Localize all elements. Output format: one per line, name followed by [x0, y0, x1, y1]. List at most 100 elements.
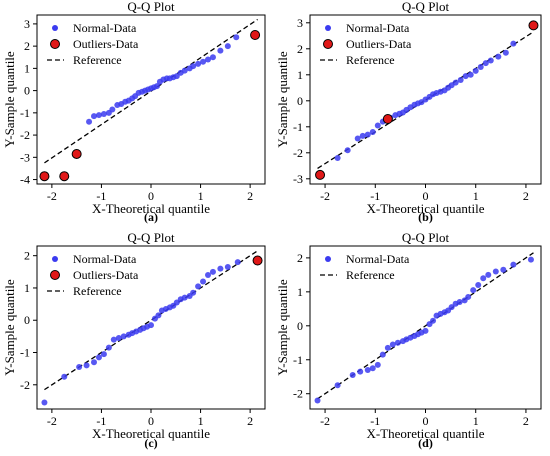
normal-data-point [384, 344, 391, 351]
y-tick-label: 2 [297, 251, 303, 265]
x-tick-label: 1 [473, 189, 479, 203]
outlier-point [528, 20, 539, 31]
x-tick-label: -2 [47, 189, 57, 203]
y-axis-label: Y-Sample quantile [2, 51, 17, 148]
legend-label: Normal-Data [346, 252, 410, 266]
normal-data-point [205, 56, 211, 63]
legend-outlier-marker [323, 39, 333, 49]
x-axis-label: X-Theoretical quantile [92, 201, 210, 216]
normal-data-point [334, 155, 341, 161]
normal-data-point [379, 351, 386, 358]
normal-data-point [200, 58, 207, 65]
x-axis-label: X-Theoretical quantile [366, 201, 484, 216]
normal-data-point [430, 317, 437, 324]
normal-data-point [234, 259, 241, 266]
normal-data-point [492, 268, 499, 275]
normal-data-point [217, 265, 224, 272]
normal-data-point [354, 135, 361, 142]
normal-data-point [448, 304, 455, 311]
x-tick-label: -1 [370, 189, 380, 203]
y-tick-label: -1 [293, 120, 303, 134]
y-tick-label: 1 [297, 68, 303, 82]
legend-label: Outliers-Data [346, 37, 412, 51]
y-tick-label: 1 [24, 281, 30, 295]
y-tick-label: -3 [20, 150, 30, 164]
x-tick-label: 1 [198, 189, 204, 203]
normal-data-point [153, 83, 160, 90]
normal-data-point [224, 43, 231, 50]
normal-data-point [173, 73, 180, 80]
normal-data-point [209, 54, 216, 61]
x-tick-label: -1 [96, 414, 106, 428]
x-tick-label: 0 [423, 189, 429, 203]
panel-label: (c) [144, 436, 157, 450]
normal-data-point [190, 289, 197, 296]
chart-title: Q-Q Plot [127, 0, 175, 14]
normal-data-point [465, 293, 472, 300]
y-tick-label: 2 [24, 249, 30, 263]
legend-label: Reference [346, 53, 395, 67]
normal-data-point [472, 67, 479, 74]
normal-data-point [83, 362, 90, 369]
normal-data-point [495, 53, 502, 60]
normal-data-point [61, 373, 68, 380]
normal-data-point [510, 40, 517, 47]
normal-data-point [86, 118, 93, 125]
normal-data-point [422, 327, 429, 334]
normal-data-point [389, 341, 396, 348]
normal-data-point [105, 344, 112, 351]
normal-data-point [359, 132, 366, 139]
x-tick-label: 1 [473, 414, 479, 428]
y-axis-label: Y-Sample quantile [275, 279, 290, 376]
normal-data-point [95, 354, 102, 361]
normal-data-point [173, 299, 180, 306]
legend-label: Normal-Data [73, 21, 137, 35]
normal-data-point [374, 122, 381, 129]
qq-panel: Q-Q Plot -2 -1 0 1 2 -4 -3 -2 -1 0 1 2 3 X-Theoretical… [2, 0, 266, 224]
outlier-point [315, 169, 326, 180]
normal-data-point [217, 47, 224, 54]
legend-label: Reference [73, 284, 122, 298]
legend-outlier-marker [50, 270, 60, 280]
normal-data-point [195, 283, 202, 290]
legend-label: Outliers-Data [73, 268, 139, 282]
legend-normal-marker [52, 25, 58, 31]
legend: Normal-Data Outliers-Data Reference [47, 21, 139, 67]
outlier-point [250, 30, 261, 41]
outlier-point [252, 255, 263, 266]
normal-data-point [344, 147, 351, 154]
normal-data-point [487, 57, 494, 64]
normal-data-point [349, 372, 356, 379]
normal-data-point [475, 282, 482, 289]
normal-data-point [110, 336, 117, 343]
normal-data-point [148, 322, 154, 329]
y-tick-label: 1 [24, 61, 30, 75]
normal-data-point [470, 287, 477, 294]
legend-normal-marker [325, 256, 331, 262]
outlier-point [382, 114, 393, 124]
legend-label: Normal-Data [346, 21, 410, 35]
y-tick-label: -2 [20, 378, 30, 392]
normal-data-point [394, 339, 401, 346]
x-tick-label: -2 [47, 414, 57, 428]
normal-data-point [209, 268, 216, 275]
normal-data-point [500, 266, 507, 273]
y-tick-label: 0 [24, 84, 30, 98]
normal-data-point [485, 271, 492, 278]
plot-frame [36, 14, 266, 185]
y-tick-label: 0 [24, 313, 30, 327]
x-tick-label: 2 [247, 189, 253, 203]
y-tick-label: -1 [20, 106, 30, 120]
y-tick-label: -4 [20, 173, 30, 187]
normal-data-point [369, 129, 376, 135]
x-tick-label: -2 [320, 189, 330, 203]
normal-data-point [233, 34, 240, 41]
legend-normal-marker [325, 25, 331, 31]
normal-data-point [480, 275, 487, 282]
legend-label: Reference [346, 268, 395, 282]
legend-label: Normal-Data [73, 252, 137, 266]
qq-panel: Q-Q Plot -2 -1 0 1 2 -3 -2 -1 0 1 2 3 X-Theoretical q… [275, 0, 542, 224]
normal-data-point [482, 60, 489, 67]
normal-data-point [95, 112, 102, 119]
